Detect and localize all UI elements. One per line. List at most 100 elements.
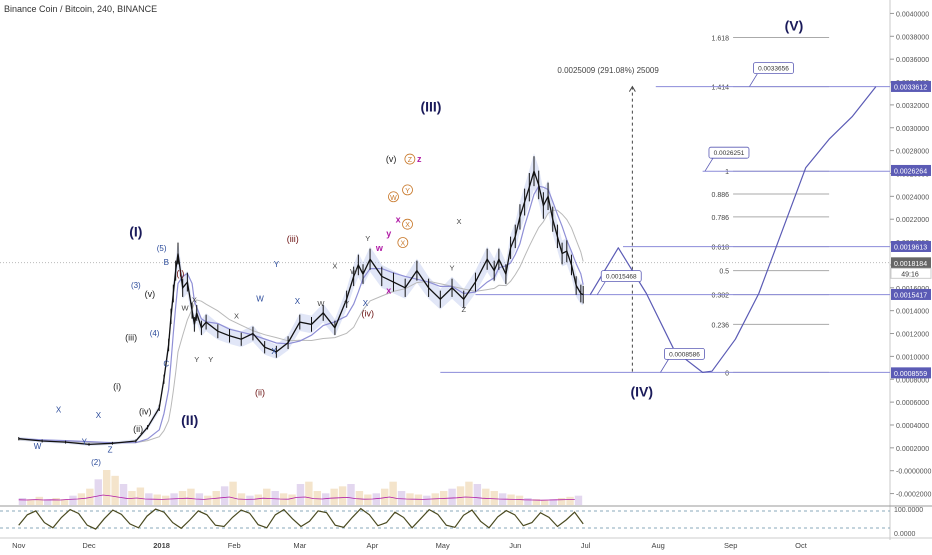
- wave-label: Y: [405, 188, 410, 195]
- wave-label: y: [386, 228, 391, 238]
- volume-bar: [524, 498, 532, 505]
- price-tick-label: 0.0030000: [896, 126, 929, 133]
- measure-label: 0.0025009 (291.08%) 25009: [557, 66, 659, 75]
- chart-header-title: Binance Coin / Bitcoin, 240, BINANCE: [4, 4, 158, 14]
- wave-label: W: [350, 267, 358, 276]
- volume-bar: [338, 486, 347, 505]
- volume-bar: [119, 484, 128, 505]
- wave-label: w: [375, 243, 384, 253]
- wave-label: Y: [365, 234, 370, 243]
- volume-bar: [414, 494, 423, 505]
- volume-bar: [423, 495, 431, 505]
- time-tick-label: Jun: [509, 541, 521, 550]
- wave-circle: [402, 184, 413, 196]
- price-badge: [891, 80, 931, 92]
- volume-bar: [60, 499, 69, 505]
- volume-bar: [27, 499, 35, 505]
- wave-circle: [388, 191, 399, 203]
- volume-bar: [77, 493, 86, 505]
- price-badge-text: 0.0008559: [894, 371, 927, 378]
- volume-bar: [296, 484, 305, 505]
- volume-bar: [220, 486, 229, 505]
- callout-box: [708, 146, 750, 159]
- volume-bar: [507, 494, 515, 505]
- wave-label: (ii): [255, 387, 265, 397]
- wave-label: W: [256, 295, 264, 304]
- fib-level-label: 0.618: [712, 245, 730, 252]
- wave-label: (v): [386, 154, 397, 164]
- price-badge: [891, 288, 931, 300]
- measure-arrow: [628, 85, 636, 92]
- callout-label: 0.0026251: [714, 150, 745, 157]
- time-tick-label: Feb: [228, 541, 241, 550]
- price-tick-label: 0.0006000: [896, 400, 929, 407]
- wave-label: X: [363, 299, 369, 308]
- callout-leader: [596, 281, 606, 295]
- wave-label: X: [295, 297, 301, 306]
- volume-bar: [347, 484, 355, 505]
- countdown-text: 49:16: [901, 271, 919, 278]
- fib-level-label: 1: [725, 169, 729, 176]
- fib-level-label: 1.618: [712, 35, 730, 42]
- volume-bar: [102, 470, 111, 505]
- price-tick-label: 0.0040000: [896, 11, 929, 18]
- volume-bar: [161, 495, 170, 505]
- price-tick-label: 0.0038000: [896, 34, 929, 41]
- time-tick-label: Dec: [82, 541, 96, 550]
- volume-bar: [322, 493, 330, 505]
- volume-bar: [204, 495, 212, 505]
- volume-bar: [541, 500, 549, 505]
- callout-leader: [704, 157, 714, 172]
- volume-bar: [44, 499, 52, 505]
- price-badge: [891, 240, 931, 252]
- volume-bar: [574, 495, 583, 505]
- price-tick-label: 0.0022000: [896, 217, 929, 224]
- price-tick-label: 0.0024000: [896, 194, 929, 201]
- volume-bar: [549, 499, 557, 505]
- volume-bar: [380, 488, 389, 505]
- price-tick-label: 0.0014000: [896, 309, 929, 316]
- wave-label: (iii): [125, 332, 137, 342]
- price-tick-label: 0.0032000: [896, 103, 929, 110]
- wave-label: Y: [82, 437, 88, 446]
- volume-bar: [448, 488, 456, 505]
- time-tick-label: 2018: [153, 541, 170, 550]
- wave-circle: [404, 153, 416, 165]
- wave-label: C: [163, 360, 169, 369]
- wave-label: (i): [176, 268, 184, 278]
- time-tick-label: Mar: [293, 541, 306, 550]
- wave-label: (V): [785, 18, 804, 34]
- wave-label: (3): [131, 281, 141, 290]
- price-badge-text: 0.0018184: [894, 261, 927, 268]
- wave-label: X: [271, 347, 277, 356]
- countdown-badge: [890, 267, 932, 279]
- wave-label: X: [96, 411, 102, 420]
- fib-level-label: 0.236: [712, 322, 730, 329]
- price-tick-label: 0.0004000: [896, 423, 929, 430]
- volume-bar: [94, 479, 102, 505]
- wave-label: (I): [129, 223, 142, 239]
- volume-bar: [254, 494, 263, 505]
- wave-label: X: [405, 222, 410, 229]
- volume-bar: [515, 495, 524, 505]
- wave-label: B: [164, 258, 169, 267]
- wave-label: Y: [344, 299, 349, 308]
- wave-label: W: [317, 299, 325, 308]
- wave-label: z: [417, 154, 422, 164]
- callout-leader: [749, 73, 758, 87]
- wave-label: (iii): [287, 234, 299, 244]
- volume-bar: [364, 494, 372, 505]
- volume-bar: [153, 494, 161, 505]
- projection-path: [589, 86, 877, 373]
- price-tick-label: 0.0002000: [896, 446, 929, 453]
- oscillator-line: [18, 507, 584, 530]
- volume-bar: [557, 498, 566, 505]
- callout-label: 0.0008586: [669, 351, 700, 358]
- volume-bar: [532, 499, 541, 505]
- price-tick-label: 0.0028000: [896, 149, 929, 156]
- volume-bar: [313, 491, 322, 505]
- wave-label: x: [396, 215, 401, 225]
- volume-bar: [456, 486, 465, 505]
- volume-bar: [111, 475, 119, 505]
- price-badge-text: 0.0015417: [894, 292, 927, 299]
